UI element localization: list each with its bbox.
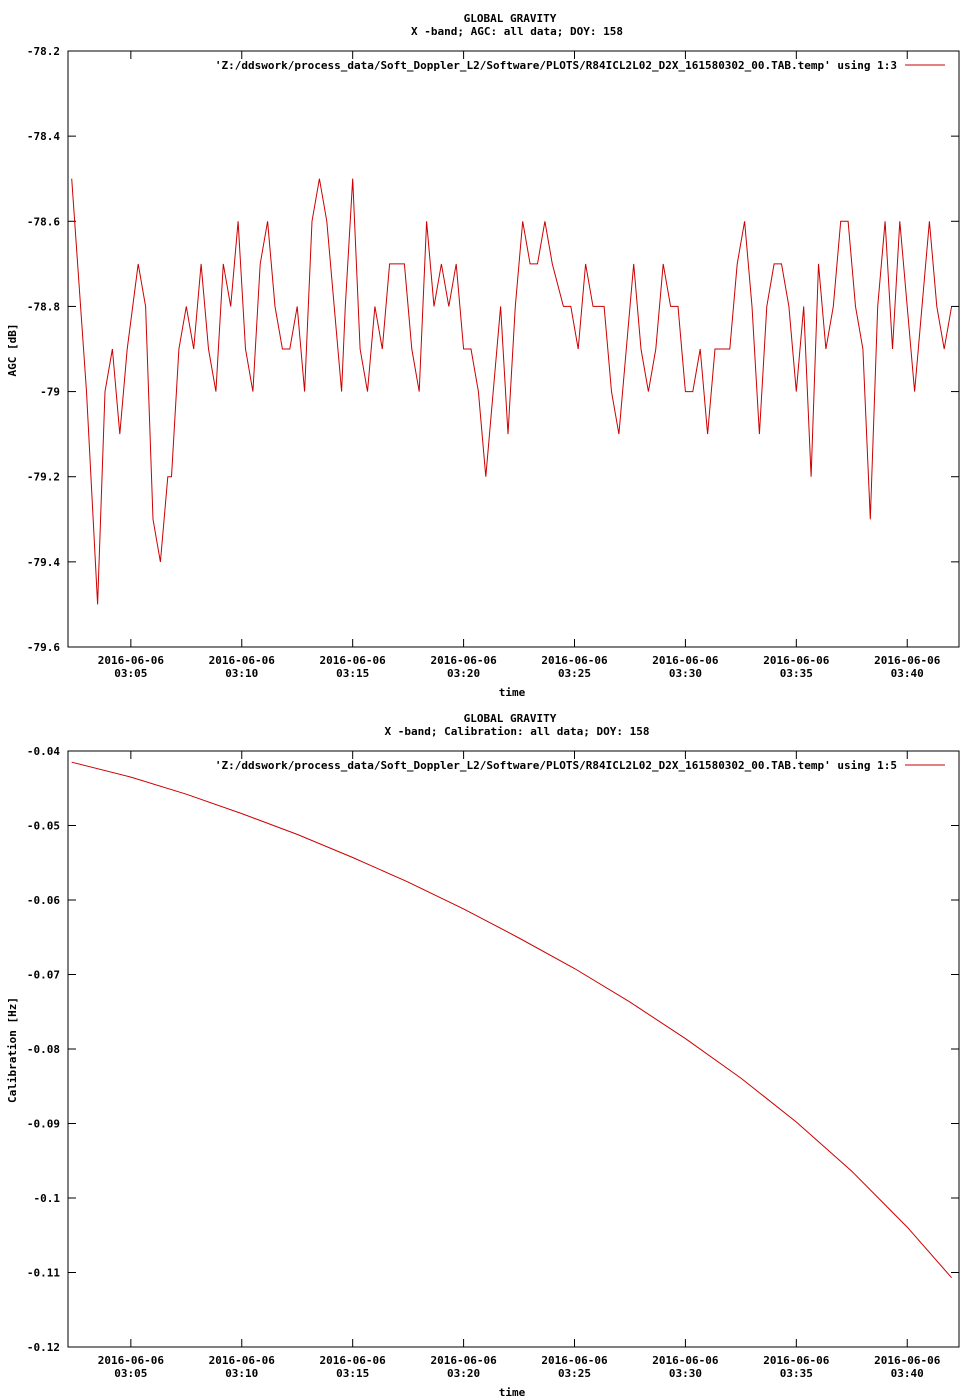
x-tick-time-label: 03:15: [336, 667, 369, 680]
calibration-chart: GLOBAL GRAVITY X -band; Calibration: all…: [6, 712, 960, 1399]
x-tick-time-label: 03:25: [558, 667, 591, 680]
x-tick-time-label: 03:40: [891, 1367, 924, 1380]
x-tick-date-label: 2016-06-06: [209, 1354, 276, 1367]
y-tick-label: -0.1: [34, 1192, 61, 1205]
x-tick-time-label: 03:25: [558, 1367, 591, 1380]
x-tick-date-label: 2016-06-06: [430, 1354, 497, 1367]
chart-subtitle: X -band; Calibration: all data; DOY: 158: [385, 725, 650, 738]
series-line: [71, 178, 953, 605]
chart-title: GLOBAL GRAVITY: [464, 712, 557, 725]
y-tick-label: -78.2: [27, 45, 60, 58]
y-tick-label: -0.05: [27, 820, 60, 833]
y-tick-label: -78.4: [27, 130, 60, 143]
y-tick-label: -79.4: [27, 556, 60, 569]
x-axis-label: time: [499, 1386, 526, 1399]
agc-chart: GLOBAL GRAVITY X -band; AGC: all data; D…: [6, 12, 960, 699]
x-tick-date-label: 2016-06-06: [763, 1354, 830, 1367]
y-tick-label: -0.12: [27, 1341, 60, 1354]
x-tick-date-label: 2016-06-06: [874, 1354, 941, 1367]
y-tick-label: -0.08: [27, 1043, 60, 1056]
y-tick-label: -0.07: [27, 969, 60, 982]
x-tick-date-label: 2016-06-06: [98, 1354, 165, 1367]
y-tick-label: -0.11: [27, 1267, 60, 1280]
legend-entry-label: 'Z:/ddswork/process_data/Soft_Doppler_L2…: [215, 59, 897, 72]
x-axis-label: time: [499, 686, 526, 699]
series-line: [71, 761, 952, 1279]
x-tick-time-label: 03:10: [225, 667, 258, 680]
chart-title: GLOBAL GRAVITY: [464, 12, 557, 25]
x-tick-date-label: 2016-06-06: [763, 654, 830, 667]
x-tick-time-label: 03:20: [447, 667, 480, 680]
x-tick-time-label: 03:40: [891, 667, 924, 680]
y-tick-label: -0.09: [27, 1118, 60, 1131]
x-tick-time-label: 03:30: [669, 667, 702, 680]
x-tick-time-label: 03:10: [225, 1367, 258, 1380]
x-tick-date-label: 2016-06-06: [652, 654, 719, 667]
x-tick-time-label: 03:35: [780, 1367, 813, 1380]
x-tick-time-label: 03:15: [336, 1367, 369, 1380]
x-tick-time-label: 03:35: [780, 667, 813, 680]
x-tick-date-label: 2016-06-06: [98, 654, 165, 667]
x-tick-date-label: 2016-06-06: [541, 1354, 608, 1367]
agc-marks: -78.2 -78.4 -78.6 -78.8 -79 -79.2 -79.4 -79.6 20…: [27, 45, 959, 680]
x-tick-date-label: 2016-06-06: [320, 654, 387, 667]
y-axis-label: Calibration [Hz]: [6, 997, 19, 1103]
y-tick-label: -79.6: [27, 641, 60, 654]
x-tick-time-label: 03:20: [447, 1367, 480, 1380]
calibration-marks: -0.04 -0.05 -0.06 -0.07 -0.08 -0.09 -0.1 -0.11 -…: [27, 745, 959, 1380]
x-tick-time-label: 03:30: [669, 1367, 702, 1380]
plot-frame: [67, 50, 960, 648]
x-tick-date-label: 2016-06-06: [652, 1354, 719, 1367]
x-tick-date-label: 2016-06-06: [320, 1354, 387, 1367]
legend-entry-label: 'Z:/ddswork/process_data/Soft_Doppler_L2…: [215, 759, 897, 772]
y-tick-label: -78.6: [27, 215, 60, 228]
x-tick-date-label: 2016-06-06: [209, 654, 276, 667]
x-tick-date-label: 2016-06-06: [874, 654, 941, 667]
y-tick-label: -0.04: [27, 745, 60, 758]
x-tick-time-label: 03:05: [114, 667, 147, 680]
y-tick-label: -0.06: [27, 894, 60, 907]
x-tick-date-label: 2016-06-06: [430, 654, 497, 667]
y-tick-label: -79: [40, 386, 60, 399]
y-tick-label: -78.8: [27, 300, 60, 313]
x-tick-date-label: 2016-06-06: [541, 654, 608, 667]
x-tick-time-label: 03:05: [114, 1367, 147, 1380]
y-axis-label: AGC [dB]: [6, 324, 19, 377]
chart-subtitle: X -band; AGC: all data; DOY: 158: [411, 25, 623, 38]
y-tick-label: -79.2: [27, 471, 60, 484]
